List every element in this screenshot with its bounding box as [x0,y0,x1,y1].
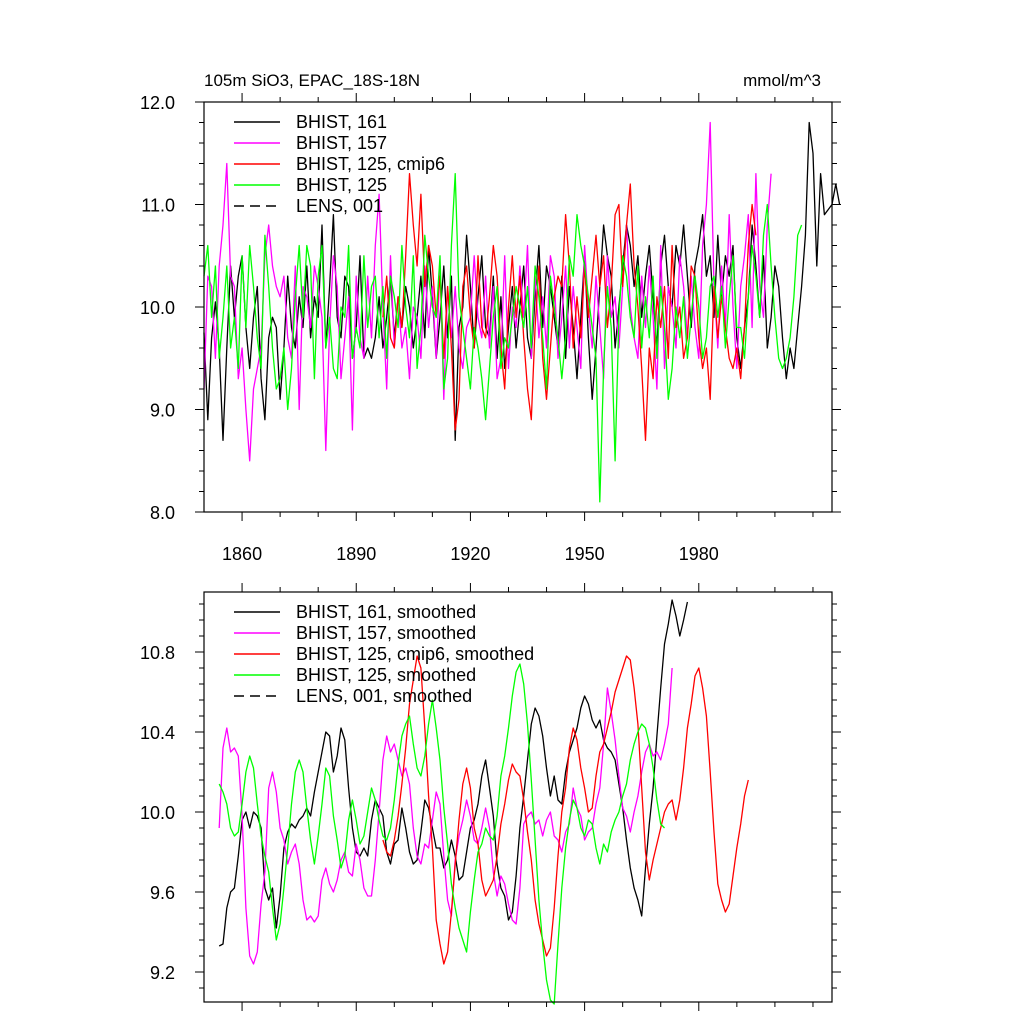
bottom-y-tick-label: 10.4 [140,723,175,743]
bottom-axis-ticks: 9.2 9.6 10.0 10.4 10.8 [140,583,841,1011]
bottom-series-bhist-161-smoothed [218,599,689,947]
top-x-tick-label: 1980 [679,544,719,564]
top-legend-label-bhist-157: BHIST, 157 [296,133,387,153]
bottom-plot-frame [203,591,833,1003]
top-panel-title: 105m SiO3, EPAC_18S-18N [204,71,420,90]
top-axis-ticks: 1860 1890 1920 1950 1980 8.0 9.0 10.0 11.0 12.0 [140,93,841,564]
bottom-panel: 9.29.610.010.410.8 BHIST, 161, smoothedB… [140,583,841,1011]
top-series-group [203,121,841,503]
bottom-y-tick-label: 10.8 [140,643,175,663]
bottom-legend-label-bhist-125-smoothed: BHIST, 125, smoothed [296,665,476,685]
top-panel: 105m SiO3, EPAC_18S-18N mmol/m^3 1860 189… [140,71,841,564]
bottom-y-tick-label: 9.6 [150,883,175,903]
bottom-y-tick-label: 9.2 [150,963,175,983]
top-y-tick-label: 12.0 [140,93,175,113]
top-x-tick-label: 1920 [450,544,490,564]
top-y-tick-label: 11.0 [141,196,175,216]
top-series-bhist-125 [203,173,803,503]
bottom-legend-label-bhist-157-smoothed: BHIST, 157, smoothed [296,623,476,643]
top-x-tick-label: 1950 [565,544,605,564]
bottom-series-bhist-125-cmip6-smoothed [382,655,749,965]
top-y-tick-label: 9.0 [150,401,175,421]
top-x-tick-label: 1890 [336,544,376,564]
top-legend-label-lens-001: LENS, 001 [296,196,383,216]
top-y-tick-label: 8.0 [150,503,175,523]
bottom-y-tick-label: 10.0 [140,803,175,823]
bottom-series-group [218,599,749,1005]
top-x-tick-label: 1860 [222,544,262,564]
top-y-tick-label: 10.0 [140,298,175,318]
bottom-legend-label-lens-001-smoothed: LENS, 001, smoothed [296,686,472,706]
bottom-legend-label-bhist-161-smoothed: BHIST, 161, smoothed [296,602,476,622]
top-legend-label-bhist-161: BHIST, 161 [296,112,387,132]
top-panel-units: mmol/m^3 [743,71,821,90]
top-legend-label-bhist-125-cmip6: BHIST, 125, cmip6 [296,154,445,174]
bottom-legend-label-bhist-125-cmip6-smoothed: BHIST, 125, cmip6, smoothed [296,644,534,664]
bottom-series-bhist-125-smoothed [218,663,665,1005]
top-legend-label-bhist-125: BHIST, 125 [296,175,387,195]
bottom-series-bhist-157-smoothed [218,667,673,965]
